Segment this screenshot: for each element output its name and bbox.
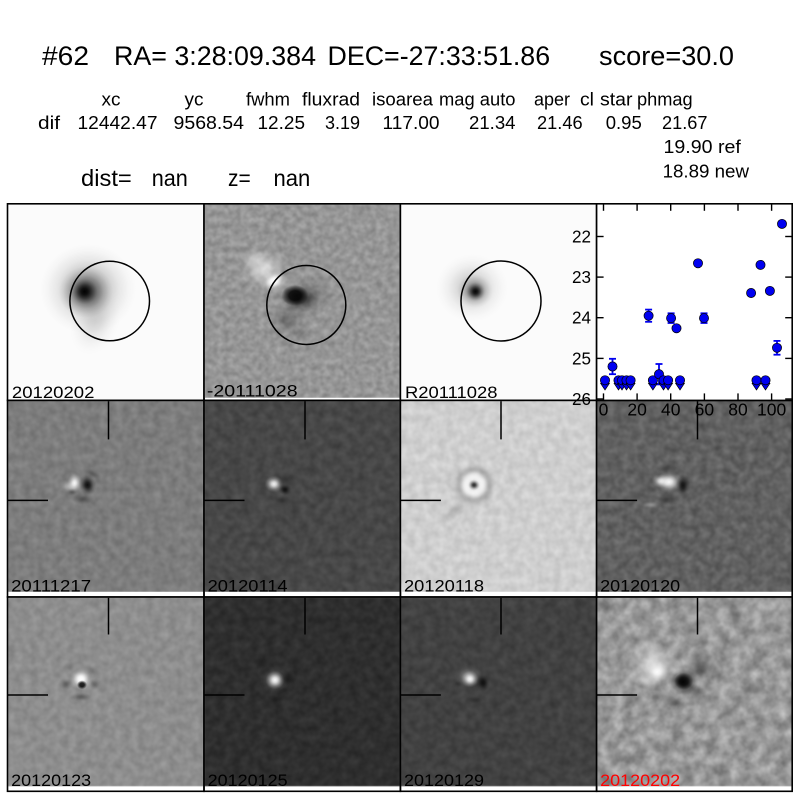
svg-text:22: 22 [572, 227, 591, 247]
svg-text:23: 23 [572, 267, 591, 287]
svg-text:nan: nan [274, 165, 311, 191]
svg-text:-20111028: -20111028 [207, 382, 298, 400]
svg-text:117.00: 117.00 [383, 112, 440, 133]
svg-text:RA= 3:28:09.384: RA= 3:28:09.384 [114, 41, 316, 71]
svg-text:phmag: phmag [637, 89, 693, 110]
svg-text:dist=: dist= [81, 165, 132, 191]
svg-text:26: 26 [572, 389, 591, 409]
svg-text:20120120: 20120120 [600, 578, 680, 596]
svg-text:20: 20 [627, 400, 647, 420]
svg-text:20120202: 20120202 [600, 772, 680, 790]
svg-text:dif: dif [38, 112, 61, 133]
svg-text:z=: z= [228, 165, 251, 191]
svg-text:0.95: 0.95 [606, 112, 642, 133]
svg-text:9568.54: 9568.54 [174, 112, 245, 133]
svg-text:score=30.0: score=30.0 [599, 41, 734, 71]
svg-text:12442.47: 12442.47 [78, 112, 158, 133]
svg-text:24: 24 [572, 308, 591, 328]
svg-text:12.25: 12.25 [258, 112, 306, 133]
svg-text:0: 0 [599, 400, 609, 420]
svg-text:20111217: 20111217 [11, 578, 91, 596]
svg-text:isoarea: isoarea [372, 89, 434, 110]
svg-text:60: 60 [695, 400, 715, 420]
svg-text:nan: nan [152, 165, 188, 191]
svg-text:18.89 new: 18.89 new [663, 161, 750, 182]
svg-text:R20111028: R20111028 [405, 384, 498, 402]
svg-text:40: 40 [661, 400, 681, 420]
svg-text:20120118: 20120118 [404, 578, 484, 596]
svg-text:cl: cl [580, 89, 594, 110]
svg-text:21.67: 21.67 [662, 112, 708, 133]
svg-text:20120114: 20120114 [208, 578, 288, 596]
svg-text:mag auto: mag auto [439, 89, 516, 110]
svg-text:aper: aper [534, 89, 570, 110]
svg-text:21.34: 21.34 [469, 112, 516, 133]
svg-text:21.46: 21.46 [537, 112, 583, 133]
svg-text:20120123: 20120123 [11, 772, 91, 790]
svg-text:xc: xc [102, 89, 121, 110]
svg-text:#62: #62 [42, 41, 89, 71]
svg-text:star: star [600, 89, 633, 110]
svg-text:80: 80 [728, 400, 748, 420]
svg-text:fluxrad: fluxrad [302, 89, 360, 110]
svg-text:yc: yc [185, 89, 204, 110]
svg-text:3.19: 3.19 [325, 112, 360, 133]
svg-text:fwhm: fwhm [246, 89, 290, 110]
svg-text:20120202: 20120202 [12, 384, 95, 402]
svg-text:DEC=-27:33:51.86: DEC=-27:33:51.86 [328, 41, 551, 71]
svg-text:19.90 ref: 19.90 ref [664, 136, 742, 157]
svg-text:20120129: 20120129 [404, 772, 484, 790]
svg-text:25: 25 [572, 348, 591, 368]
svg-text:100: 100 [757, 400, 786, 420]
svg-text:20120125: 20120125 [208, 772, 288, 790]
